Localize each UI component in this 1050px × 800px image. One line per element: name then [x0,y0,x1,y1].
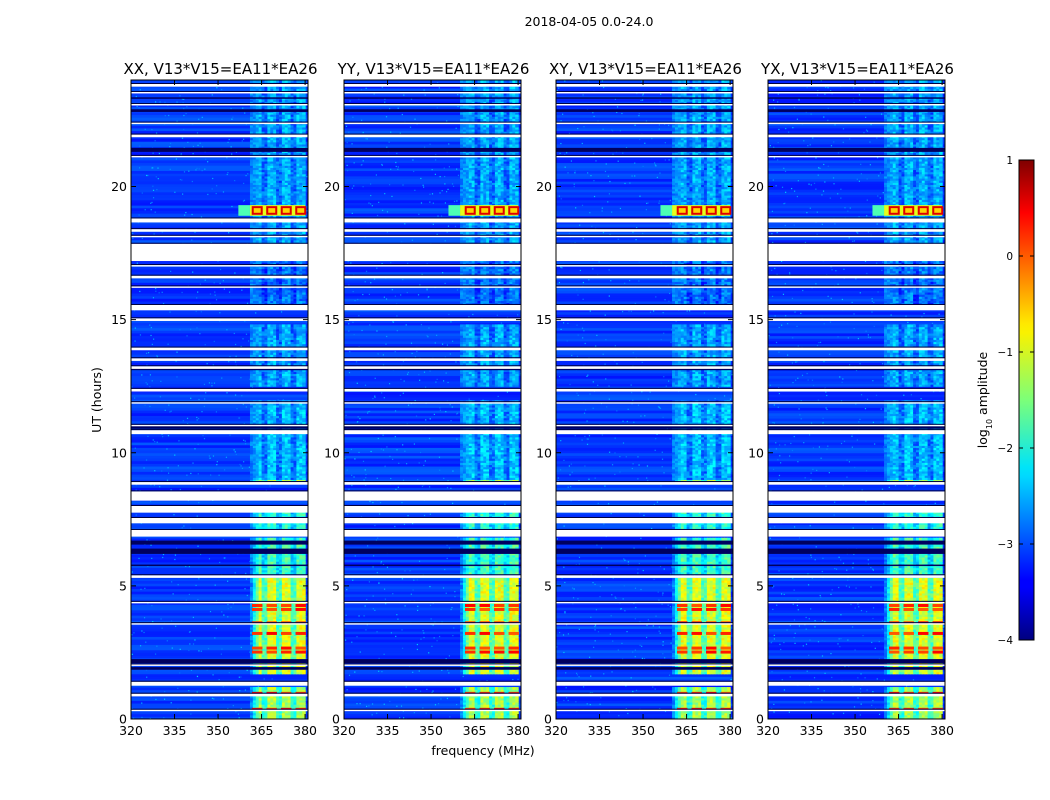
heatmap-panel-3: XY, V13*V15=EA11*EA26 320 335 350 365 380 0 5 10… [536,60,742,738]
y-tick-label: 0 [756,712,764,727]
colorbar-tick-label: −3 [998,539,1013,551]
heatmap-cells [344,80,521,719]
colorbar-label: log10 amplitude [975,351,994,448]
colorbar-label-base: log [975,429,990,448]
x-tick-label: 335 [800,723,824,738]
x-tick-label: 350 [206,723,230,738]
panel-title: YX, V13*V15=EA11*EA26 [760,60,954,78]
panel-title: XX, V13*V15=EA11*EA26 [123,60,317,78]
panel-title: YY, V13*V15=EA11*EA26 [337,60,530,78]
x-tick-label: 320 [332,723,356,738]
x-tick-label: 380 [930,723,954,738]
panel-group: XX, V13*V15=EA11*EA26 320 335 350 365 380 0 5 10… [111,60,954,738]
x-tick-label: 380 [293,723,317,738]
y-tick-label: 20 [324,179,340,194]
colorbar-tick-label: −2 [998,443,1013,455]
x-tick-label: 335 [588,723,612,738]
y-tick-label: 0 [119,712,127,727]
y-tick-label: 0 [332,712,340,727]
colorbar-tick-label: −4 [998,635,1014,647]
y-tick-label: 20 [111,179,127,194]
colorbar-label-rest: amplitude [975,351,990,418]
x-tick-label: 365 [463,723,487,738]
y-tick-label: 15 [324,312,340,327]
x-tick-label: 380 [718,723,742,738]
x-tick-label: 350 [631,723,655,738]
panel-frame [555,79,734,720]
y-tick-label: 20 [748,179,764,194]
x-tick-label: 365 [250,723,274,738]
heatmap-cells [556,80,733,719]
colorbar-tick-label: 1 [1006,155,1013,167]
x-tick-label: 335 [163,723,187,738]
y-tick-label: 5 [756,578,764,593]
colorbar-tick-label: 0 [1006,251,1013,263]
x-axis-label: frequency (MHz) [431,743,534,758]
heatmap-panel-1: XX, V13*V15=EA11*EA26 320 335 350 365 380 0 5 10… [111,60,317,738]
y-tick-label: 10 [111,445,127,460]
panel-frame [767,79,946,720]
y-tick-label: 5 [119,578,127,593]
x-tick-label: 350 [843,723,867,738]
y-axis-label: UT (hours) [89,367,104,433]
x-tick-label: 380 [506,723,530,738]
heatmap-panel-4: YX, V13*V15=EA11*EA26 320 335 350 365 380 0 5 10… [748,60,954,738]
panel-frame [343,79,522,720]
colorbar-gradient [1018,159,1035,641]
y-tick-label: 10 [536,445,552,460]
x-tick-label: 320 [756,723,780,738]
panel-frame [130,79,309,720]
y-tick-label: 10 [324,445,340,460]
heatmap-cells [768,80,945,719]
x-tick-label: 365 [675,723,699,738]
y-tick-label: 15 [748,312,764,327]
x-tick-label: 320 [119,723,143,738]
y-tick-label: 10 [748,445,764,460]
panel-title: XY, V13*V15=EA11*EA26 [549,60,742,78]
colorbar-label-sub: 10 [985,419,994,429]
x-tick-label: 320 [544,723,568,738]
heatmap-panel-2: YY, V13*V15=EA11*EA26 320 335 350 365 380 0 5 10… [324,60,530,738]
y-tick-label: 15 [536,312,552,327]
y-tick-label: 5 [332,578,340,593]
x-tick-label: 335 [376,723,400,738]
y-tick-label: 20 [536,179,552,194]
heatmap-cells [131,80,308,719]
x-tick-label: 365 [887,723,911,738]
y-tick-label: 5 [544,578,552,593]
x-tick-label: 350 [419,723,443,738]
y-tick-label: 15 [111,312,127,327]
colorbar-ticks: 1 0 −1 −2 −3 −4 [998,155,1034,647]
figure-suptitle: 2018-04-05 0.0-24.0 [525,14,654,29]
colorbar-tick-label: −1 [998,347,1013,359]
colorbar: 10−1−2−3−4 log10 amplitude [975,155,1035,647]
y-tick-label: 0 [544,712,552,727]
